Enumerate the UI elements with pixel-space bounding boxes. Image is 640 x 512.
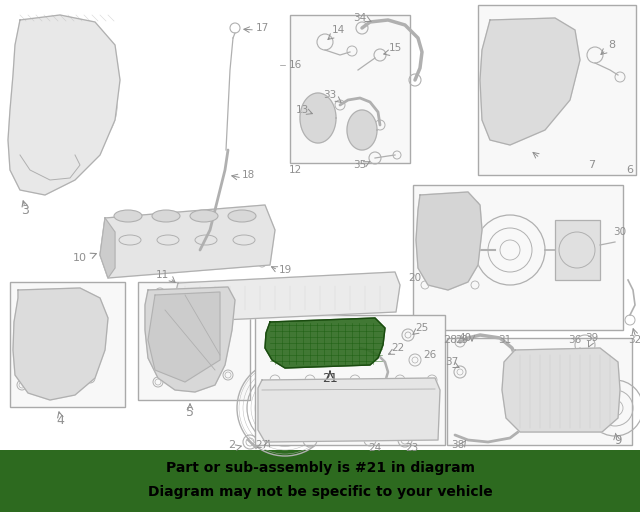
Text: 15: 15 — [388, 43, 402, 53]
Polygon shape — [13, 288, 108, 400]
Bar — [0, 450, 640, 512]
Polygon shape — [8, 15, 120, 195]
Text: 33: 33 — [323, 90, 337, 100]
Polygon shape — [347, 110, 377, 150]
Text: 25: 25 — [415, 323, 429, 333]
Text: 28: 28 — [443, 335, 457, 345]
Text: 2: 2 — [228, 440, 236, 450]
Text: Diagram may not be specific to your vehicle: Diagram may not be specific to your vehi… — [148, 485, 492, 499]
Text: 32: 32 — [628, 335, 640, 345]
Text: 39: 39 — [586, 333, 598, 343]
Text: 3: 3 — [21, 203, 29, 217]
Text: 18: 18 — [241, 170, 255, 180]
Bar — [10, 282, 125, 407]
Text: 14: 14 — [332, 25, 344, 35]
Text: 38: 38 — [451, 440, 465, 450]
Text: 7: 7 — [588, 160, 596, 170]
Text: 16: 16 — [289, 60, 301, 70]
Bar — [290, 15, 410, 163]
Polygon shape — [100, 205, 275, 278]
Text: 13: 13 — [296, 105, 308, 115]
Text: Part or sub-assembly is #21 in diagram: Part or sub-assembly is #21 in diagram — [166, 461, 474, 475]
Text: 24: 24 — [369, 443, 381, 453]
Text: 29: 29 — [456, 335, 468, 345]
Polygon shape — [145, 287, 235, 392]
Polygon shape — [502, 348, 620, 432]
Text: 10: 10 — [73, 253, 87, 263]
Bar — [0, 0, 640, 450]
Text: 4: 4 — [56, 414, 64, 426]
Text: 23: 23 — [405, 443, 419, 453]
Bar — [255, 315, 445, 445]
Bar — [478, 5, 636, 175]
Text: 30: 30 — [613, 227, 627, 237]
Text: 19: 19 — [278, 265, 292, 275]
Text: 31: 31 — [499, 335, 511, 345]
Text: 22: 22 — [392, 343, 404, 353]
Text: 6: 6 — [627, 165, 634, 175]
Ellipse shape — [152, 210, 180, 222]
Ellipse shape — [228, 210, 256, 222]
Text: 26: 26 — [424, 350, 436, 360]
Polygon shape — [480, 18, 580, 145]
Text: 34: 34 — [353, 13, 367, 23]
Text: 20: 20 — [408, 273, 422, 283]
Text: 1: 1 — [333, 409, 340, 421]
Ellipse shape — [190, 210, 218, 222]
Bar — [138, 282, 250, 400]
Polygon shape — [416, 192, 482, 290]
Bar — [413, 185, 623, 330]
Polygon shape — [258, 378, 440, 442]
Ellipse shape — [114, 210, 142, 222]
Polygon shape — [300, 93, 336, 143]
Text: 27: 27 — [255, 440, 269, 450]
Text: 35: 35 — [353, 160, 367, 170]
Text: 37: 37 — [445, 357, 459, 367]
Polygon shape — [172, 272, 400, 322]
Text: 12: 12 — [289, 165, 301, 175]
Polygon shape — [20, 155, 80, 180]
Text: 21: 21 — [322, 372, 338, 385]
Text: 36: 36 — [568, 335, 582, 345]
Polygon shape — [100, 218, 115, 278]
Text: 8: 8 — [609, 40, 616, 50]
Text: 5: 5 — [186, 406, 194, 418]
Polygon shape — [148, 292, 220, 382]
Polygon shape — [265, 318, 385, 368]
Text: 11: 11 — [156, 270, 168, 280]
Text: 9: 9 — [614, 434, 621, 446]
Bar — [447, 338, 632, 445]
Bar — [555, 220, 600, 280]
Text: 40: 40 — [458, 333, 472, 343]
Text: 17: 17 — [255, 23, 269, 33]
